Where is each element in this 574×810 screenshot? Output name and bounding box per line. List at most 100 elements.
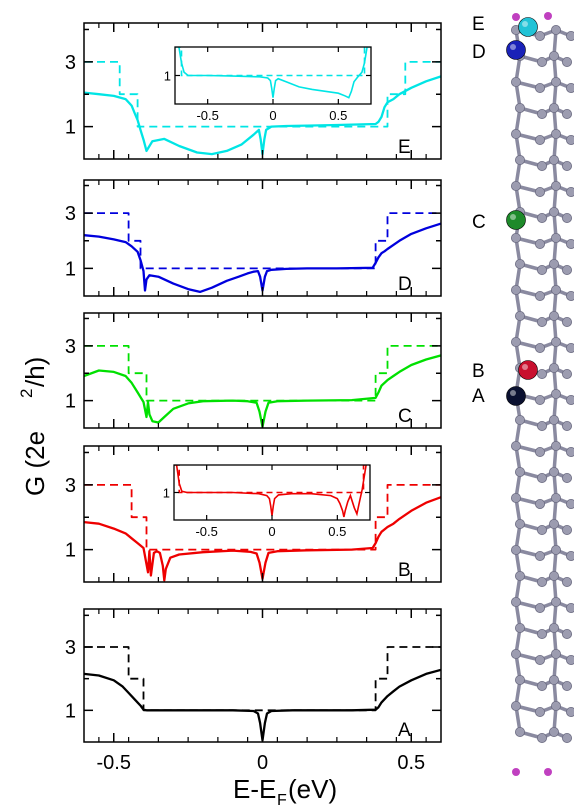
carbon-atom xyxy=(535,238,546,249)
y-tick-label: 3 xyxy=(65,203,76,225)
series-dashed-c xyxy=(84,345,441,402)
x-tick-label: -0.5 xyxy=(97,752,131,774)
plot-panels: 1 3 E 1 3 D 1 3 C 1 3 B 1 3 A -0.5 0 0.5 xyxy=(65,22,442,774)
carbon-atom xyxy=(535,603,546,614)
carbon-atom xyxy=(537,316,548,327)
y-axis-title-tail: /h) xyxy=(20,357,50,387)
carbon-atom xyxy=(566,655,574,665)
carbon-atom xyxy=(551,284,562,295)
carbon-atom xyxy=(562,525,573,536)
site-atom-highlight xyxy=(522,21,528,27)
panel-d: 1 3 D xyxy=(65,179,442,297)
carbon-atom xyxy=(515,258,526,269)
carbon-atom xyxy=(535,498,546,509)
carbon-atom xyxy=(562,264,573,275)
carbon-atom xyxy=(551,492,562,503)
carbon-atom xyxy=(549,310,560,321)
carbon-atom xyxy=(566,291,574,301)
site-label-b: B xyxy=(472,361,485,382)
panel-letter-b: B xyxy=(398,560,411,581)
carbon-atom xyxy=(537,629,548,640)
carbon-atom xyxy=(535,342,546,353)
carbon-atom xyxy=(515,466,526,477)
carbon-atom xyxy=(551,180,562,191)
carbon-atom xyxy=(537,733,548,744)
carbon-atom xyxy=(562,160,573,171)
inset-e: -0.5 0 0.5 1 xyxy=(164,46,372,123)
carbon-atom xyxy=(551,701,562,712)
carbon-atom xyxy=(537,420,548,431)
carbon-atom xyxy=(549,206,560,217)
panel-c: 1 3 C xyxy=(65,312,442,429)
carbon-atom xyxy=(535,186,546,197)
carbon-atom xyxy=(537,212,548,223)
carbon-atom xyxy=(566,83,574,93)
carbon-atom xyxy=(551,597,562,608)
x-axis-title: E-E F (eV) xyxy=(233,774,337,809)
carbon-atom xyxy=(515,571,526,582)
site-atom-highlight xyxy=(522,364,528,370)
panel-frame-c xyxy=(83,312,442,429)
carbon-atom xyxy=(537,109,548,120)
panel-frame-a xyxy=(83,608,442,743)
carbon-atom xyxy=(562,316,573,327)
carbon-atom xyxy=(535,134,546,145)
carbon-atom xyxy=(549,519,560,530)
hydrogen-atom xyxy=(512,768,520,776)
panel-frame-d xyxy=(83,179,442,297)
site-atom-highlight xyxy=(510,44,516,50)
carbon-atom xyxy=(566,499,574,509)
inset-x-tick-label: -0.5 xyxy=(195,524,217,539)
carbon-atom xyxy=(510,649,521,660)
carbon-atom xyxy=(535,446,546,457)
panel-b: 1 3 B xyxy=(65,445,442,583)
y-axis-title-sup: 2 xyxy=(17,389,36,398)
carbon-atom xyxy=(566,603,574,613)
hydrogen-atom xyxy=(512,13,520,21)
series-solid-c xyxy=(84,354,441,428)
hydrogen-atom xyxy=(544,768,552,776)
carbon-atom xyxy=(562,629,573,640)
carbon-atom xyxy=(535,655,546,666)
hydrogen-atom xyxy=(544,12,552,20)
inset-x-tick-label: 0.5 xyxy=(329,108,347,123)
carbon-atom xyxy=(510,77,521,88)
carbon-atom xyxy=(537,57,548,68)
carbon-atom xyxy=(515,310,526,321)
y-tick-label: 3 xyxy=(65,336,76,358)
carbon-atom xyxy=(515,103,526,114)
carbon-atom xyxy=(510,180,521,191)
carbon-atom xyxy=(566,551,574,561)
site-atom-a xyxy=(506,386,526,406)
y-tick-label: 1 xyxy=(65,700,76,722)
panel-letter-c: C xyxy=(398,406,412,427)
carbon-atom xyxy=(551,440,562,451)
carbon-atom xyxy=(510,440,521,451)
carbon-atom xyxy=(566,707,574,717)
y-tick-label: 1 xyxy=(65,117,76,139)
site-atom-d xyxy=(506,40,526,60)
site-label-e: E xyxy=(472,14,485,35)
y-tick-label: 3 xyxy=(65,52,76,74)
carbon-atom xyxy=(549,466,560,477)
carbon-atom xyxy=(549,727,560,738)
carbon-atom xyxy=(510,284,521,295)
carbon-atom xyxy=(562,577,573,588)
carbon-atom xyxy=(515,519,526,530)
x-tick-label: 0 xyxy=(257,752,268,774)
carbon-atom xyxy=(566,187,574,197)
graphene-nanoribbon-structure xyxy=(506,12,574,776)
carbon-atom xyxy=(549,362,560,373)
carbon-atom xyxy=(537,472,548,483)
carbon-atom xyxy=(551,128,562,139)
carbon-atom xyxy=(510,701,521,712)
carbon-atom xyxy=(562,368,573,379)
y-tick-label: 1 xyxy=(65,540,76,562)
series-solid-a xyxy=(84,668,441,742)
carbon-atom xyxy=(566,343,574,353)
carbon-atom xyxy=(510,492,521,503)
series-solid-d xyxy=(84,222,441,294)
carbon-atom xyxy=(510,128,521,139)
carbon-atom xyxy=(535,30,546,41)
carbon-atom xyxy=(549,258,560,269)
